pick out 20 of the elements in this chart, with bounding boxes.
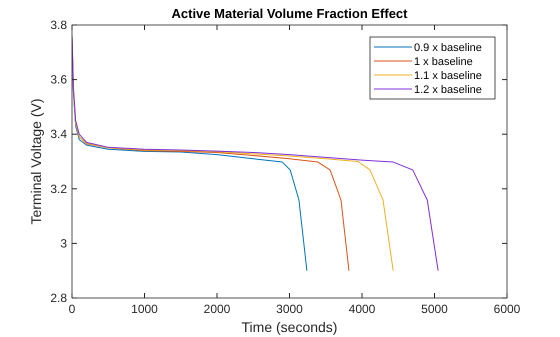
x-tick-label: 0	[68, 302, 76, 316]
y-tick-label: 3.8	[50, 18, 68, 32]
legend-label: 1 x baseline	[414, 56, 473, 68]
y-axis-title: Terminal Voltage (V)	[28, 98, 44, 225]
x-tick-label: 1000	[131, 302, 158, 316]
y-tick-label: 3.4	[50, 127, 68, 142]
legend-label: 1.2 x baseline	[414, 84, 482, 96]
y-tick-label: 3.6	[50, 72, 68, 87]
x-axis-title: Time (seconds)	[242, 319, 338, 335]
y-tick-label: 3.2	[50, 182, 68, 196]
x-tick-label: 6000	[494, 302, 521, 316]
x-tick-label: 4000	[348, 302, 376, 316]
x-tick-label: 2000	[204, 302, 231, 316]
legend-label: 0.9 x baseline	[414, 42, 482, 54]
x-tick-label: 3000	[276, 302, 304, 316]
y-tick-label: 2.8	[50, 291, 68, 305]
y-tick-label: 3	[60, 236, 68, 250]
x-tick-label: 5000	[421, 302, 448, 316]
legend-label: 1.1 x baseline	[414, 70, 482, 82]
chart-title: Active Material Volume Fraction Effect	[172, 6, 408, 21]
